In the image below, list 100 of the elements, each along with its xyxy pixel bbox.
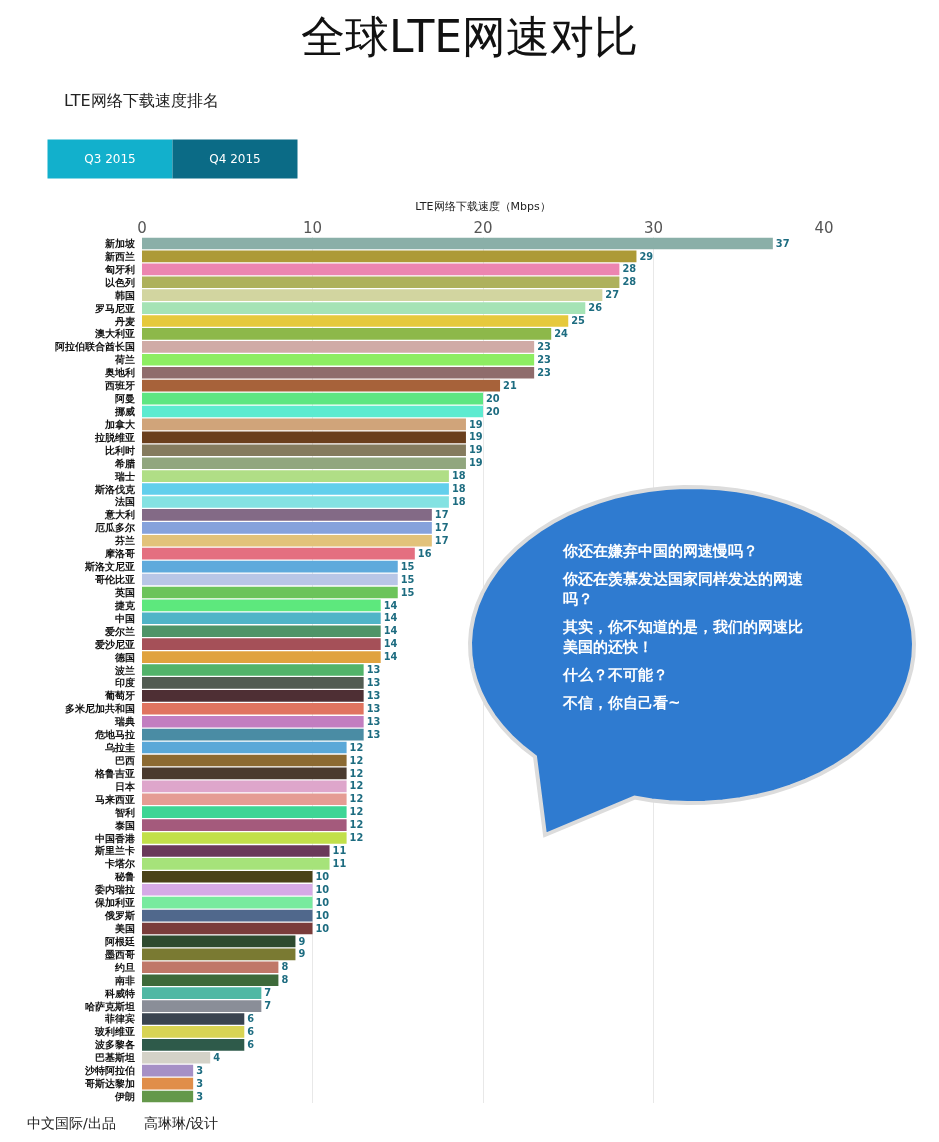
data-label: 12 [349,767,364,779]
y-tick-label: 摩洛哥 [104,548,135,560]
y-tick-label: 爱沙尼亚 [94,638,135,650]
annotation: 其实，你不知道的是，我们的网速比美国的还快！ [562,618,803,656]
bar [142,1077,194,1090]
y-tick-label: 瑞士 [114,470,135,482]
data-label: 14 [383,625,398,637]
data-label: 18 [451,496,466,508]
data-label: 14 [383,612,398,624]
y-tick-label: 约旦 [114,961,135,973]
y-tick-label: 斯洛文尼亚 [84,561,135,573]
bar [142,560,398,573]
y-tick-label: 科威特 [104,987,135,999]
annotation: 什么？不可能？ [562,666,668,684]
bar [142,741,347,754]
bar [142,418,466,431]
data-label: 17 [434,509,449,521]
data-label: 19 [468,457,483,469]
bar [142,328,552,340]
x-tick-label: 10 [302,219,323,237]
y-tick-label: 澳大利亚 [94,328,135,340]
y-tick-label: 美国 [114,923,135,935]
data-label: 4 [213,1051,221,1063]
x-tick-label: 30 [643,219,664,237]
data-label: 12 [349,780,364,792]
data-label: 10 [315,896,330,908]
y-tick-label: 委内瑞拉 [94,884,135,896]
data-label: 7 [264,987,272,999]
bar [142,392,483,405]
data-label: 6 [247,1026,255,1038]
y-tick-label: 法国 [114,496,135,508]
y-tick-label: 罗马尼亚 [94,302,135,314]
y-tick-label: 奥地利 [104,367,135,379]
y-tick-label: 挪威 [114,405,135,417]
data-label: 25 [571,315,586,327]
data-label: 20 [486,392,500,404]
data-label: 24 [554,328,569,340]
y-tick-label: 厄瓜多尔 [94,522,136,534]
y-tick-label: 南非 [114,974,135,986]
bar [142,599,381,612]
data-label: 13 [366,664,381,676]
data-label: 9 [298,948,306,960]
y-tick-label: 印度 [115,677,135,689]
bar [142,496,449,508]
bar [142,651,381,663]
data-label: 12 [349,806,364,818]
data-label: 14 [383,651,398,663]
data-label: 8 [281,974,289,986]
text: Q4 2015 [209,152,261,166]
bar [142,677,364,689]
y-tick-label: 俄罗斯 [104,910,135,922]
y-tick-label: 巴西 [115,754,135,766]
bar [142,341,535,353]
x-tick-label: 40 [814,219,834,237]
bar [142,832,347,844]
bar [142,522,432,534]
data-label: 13 [366,702,381,714]
data-label: 9 [298,935,306,947]
annotation: 不信，你自己看~ [562,694,681,712]
bar [142,366,535,379]
y-tick-label: 韩国 [114,289,135,301]
bar [142,1090,194,1103]
y-tick-label: 中国 [115,612,135,624]
y-tick-label: 日本 [115,780,136,792]
bar [142,263,620,276]
bar [142,754,347,767]
bar [142,1013,245,1025]
data-label: 13 [366,677,381,689]
y-tick-label: 乌拉圭 [104,742,135,754]
bar [142,909,313,922]
bar [142,819,347,831]
y-tick-label: 葡萄牙 [104,690,135,702]
data-label: 14 [383,599,398,611]
y-tick-label: 危地马拉 [94,729,135,741]
chart-title: 全球LTE网速对比 [300,11,639,63]
data-label: 26 [588,302,603,314]
bar [142,586,398,599]
bar [142,793,347,806]
bar [142,302,586,314]
data-label: 12 [349,741,364,753]
data-label: 23 [537,353,551,365]
y-tick-label: 芬兰 [114,535,135,547]
data-label: 10 [315,883,330,895]
bar [142,289,603,301]
bar [142,690,364,702]
bar [142,858,330,870]
y-tick-label: 智利 [114,806,135,818]
bar [142,870,313,883]
y-tick-label: 西班牙 [104,380,135,392]
text: Q3 2015 [84,152,136,166]
data-label: 3 [196,1090,204,1102]
y-tick-label: 卡塔尔 [104,858,136,870]
y-tick-label: 玻利维亚 [94,1026,135,1038]
data-label: 18 [451,483,466,495]
data-label: 17 [434,534,449,546]
bar [142,573,398,586]
bar [142,483,449,495]
bar [142,948,296,961]
data-label: 19 [468,431,483,443]
bar [142,664,364,676]
